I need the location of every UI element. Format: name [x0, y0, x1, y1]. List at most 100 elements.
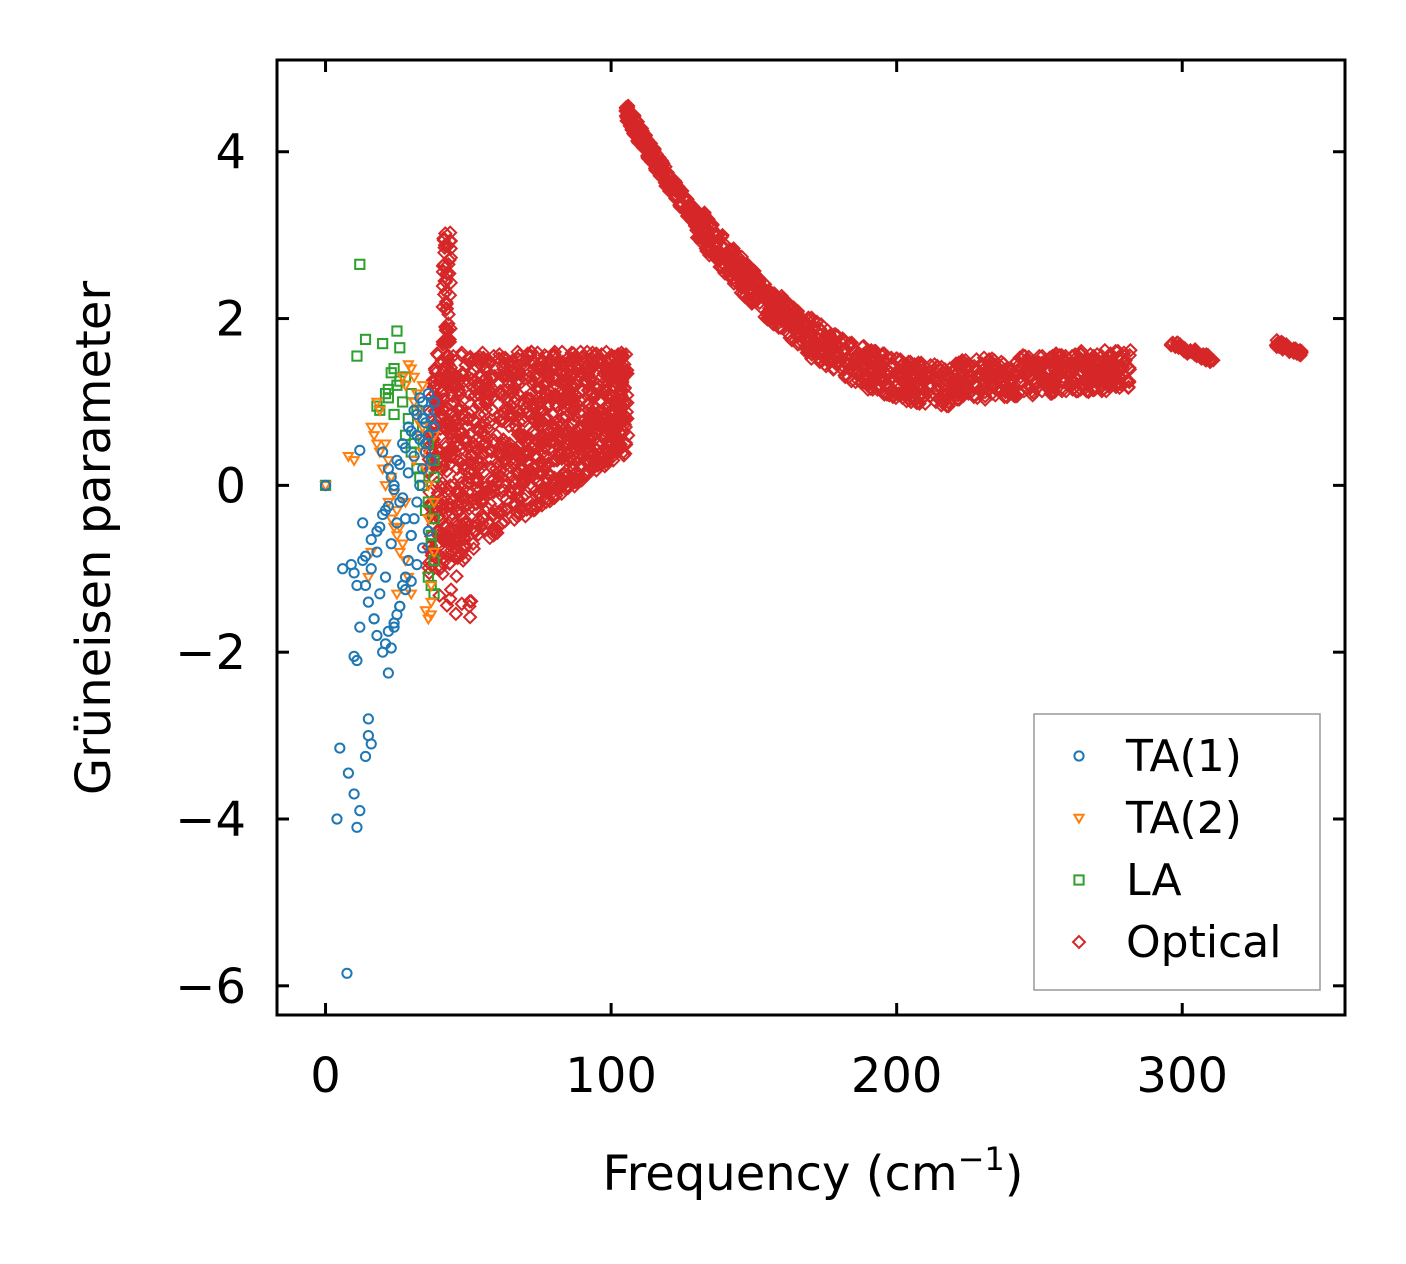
- point-optical: [992, 381, 1008, 397]
- point-optical: [469, 496, 485, 512]
- x-axis-label-main: Frequency (cm: [602, 1146, 957, 1202]
- point-optical: [726, 270, 742, 286]
- point-ta2: [410, 389, 424, 401]
- point-ta1: [405, 425, 417, 437]
- point-optical: [447, 533, 463, 548]
- point-optical: [470, 471, 485, 487]
- point-optical: [830, 356, 846, 371]
- point-optical: [441, 369, 457, 385]
- point-optical: [454, 596, 470, 612]
- point-ta1: [368, 613, 380, 625]
- point-optical: [589, 457, 605, 473]
- point-optical: [524, 424, 540, 440]
- point-optical: [852, 347, 868, 362]
- point-la: [377, 337, 389, 350]
- point-ta2: [364, 422, 378, 434]
- point-optical: [589, 376, 605, 392]
- point-ta2: [390, 506, 404, 517]
- point-optical: [452, 402, 468, 418]
- point-optical: [990, 373, 1006, 389]
- legend-marker-ta2: [1072, 813, 1086, 825]
- x-axis-label-tail: ): [1005, 1146, 1024, 1202]
- point-optical: [443, 582, 459, 598]
- point-la: [391, 325, 403, 337]
- point-optical: [1054, 362, 1070, 377]
- point-optical: [1012, 374, 1028, 390]
- point-optical: [616, 447, 632, 463]
- point-optical: [1041, 381, 1057, 397]
- point-ta1: [359, 750, 372, 763]
- point-optical: [437, 408, 452, 424]
- point-optical: [508, 418, 524, 434]
- point-optical: [830, 348, 846, 364]
- point-optical: [662, 181, 678, 197]
- point-optical: [913, 355, 929, 371]
- point-optical: [506, 366, 522, 382]
- point-optical: [442, 442, 457, 457]
- point-optical: [885, 370, 900, 386]
- point-optical: [542, 493, 558, 509]
- y-tick-label: 4: [215, 125, 246, 181]
- point-ta1: [428, 421, 440, 433]
- point-optical: [1114, 377, 1129, 392]
- point-optical: [562, 372, 578, 388]
- point-ta2: [370, 439, 384, 451]
- point-ta1: [365, 533, 377, 546]
- point-ta1: [399, 513, 412, 525]
- point-ta1: [365, 738, 377, 750]
- point-optical: [548, 372, 563, 387]
- point-optical: [475, 516, 490, 532]
- x-axis-label-superscript: −1: [958, 1140, 1005, 1178]
- point-optical: [872, 357, 888, 373]
- point-ta2: [347, 456, 361, 467]
- legend: TA(1) TA(2) LA Optical: [1033, 713, 1321, 991]
- y-tick-label: −4: [175, 792, 246, 848]
- point-optical: [875, 347, 891, 362]
- point-la: [385, 367, 397, 379]
- point-optical: [424, 558, 440, 573]
- point-optical: [619, 108, 634, 124]
- point-optical: [864, 373, 879, 389]
- point-optical: [435, 566, 451, 582]
- point-la: [388, 408, 400, 421]
- point-optical: [1113, 352, 1129, 368]
- point-ta1: [391, 517, 403, 529]
- point-optical: [470, 518, 485, 533]
- point-optical: [495, 350, 511, 366]
- point-ta1: [411, 559, 423, 571]
- point-optical: [549, 426, 565, 442]
- point-optical: [435, 278, 451, 294]
- point-ta1: [422, 388, 434, 400]
- point-optical: [610, 347, 626, 362]
- point-optical: [520, 405, 536, 421]
- point-la: [394, 342, 406, 354]
- point-ta1: [411, 496, 423, 508]
- point-optical: [1007, 388, 1022, 404]
- point-optical: [443, 360, 459, 376]
- point-ta1: [337, 563, 349, 575]
- point-optical: [569, 350, 585, 366]
- point-optical: [976, 357, 992, 372]
- point-ta2: [390, 589, 404, 601]
- point-optical: [966, 387, 982, 403]
- point-optical: [592, 403, 608, 419]
- point-optical: [1287, 344, 1303, 360]
- point-ta1: [397, 492, 409, 504]
- point-optical: [423, 427, 439, 443]
- point-optical: [664, 176, 679, 191]
- point-ta1: [405, 529, 417, 542]
- legend-label: TA(2): [1125, 793, 1242, 844]
- point-ta1: [354, 621, 366, 633]
- point-optical: [612, 425, 627, 441]
- point-optical: [537, 457, 553, 472]
- point-optical: [443, 250, 459, 266]
- point-optical: [497, 454, 513, 470]
- ticks-layer: 0 100 200 300 −6 −4 −2 0 2 4: [175, 60, 1345, 1104]
- point-ta1: [385, 642, 397, 654]
- point-optical: [578, 365, 594, 381]
- point-optical: [981, 352, 997, 367]
- point-optical: [612, 352, 628, 368]
- point-optical: [1087, 382, 1103, 397]
- point-optical: [609, 432, 625, 447]
- point-optical: [448, 606, 464, 622]
